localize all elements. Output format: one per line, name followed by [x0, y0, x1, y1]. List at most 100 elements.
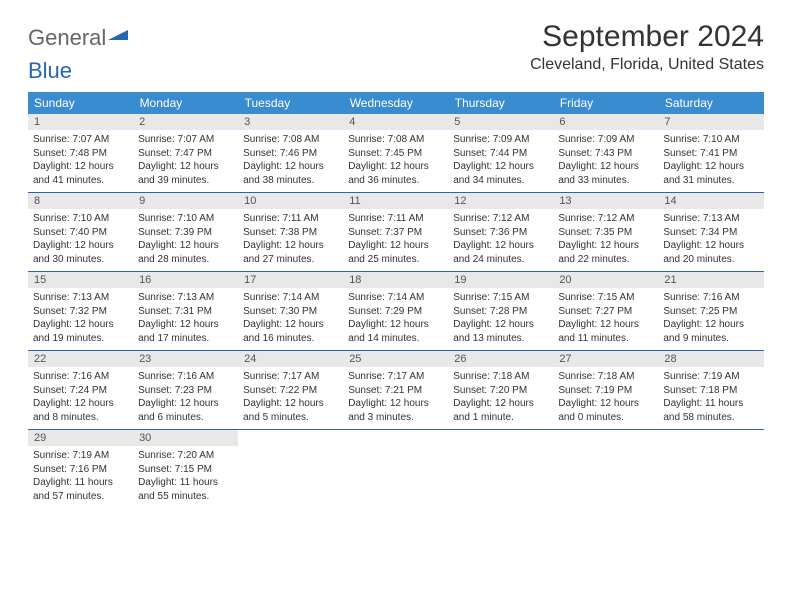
day-number: 15: [28, 272, 133, 288]
calendar-day-cell: 16Sunrise: 7:13 AMSunset: 7:31 PMDayligh…: [133, 272, 238, 351]
calendar-week-row: 22Sunrise: 7:16 AMSunset: 7:24 PMDayligh…: [28, 351, 764, 430]
day-number: 7: [658, 114, 763, 130]
daylight-text: Daylight: 12 hours and 27 minutes.: [243, 239, 338, 266]
day-content: Sunrise: 7:14 AMSunset: 7:30 PMDaylight:…: [238, 288, 343, 350]
sunrise-text: Sunrise: 7:17 AM: [348, 370, 443, 384]
calendar-header-row: Sunday Monday Tuesday Wednesday Thursday…: [28, 92, 764, 114]
daylight-text: Daylight: 12 hours and 22 minutes.: [558, 239, 653, 266]
sunset-text: Sunset: 7:19 PM: [558, 384, 653, 398]
day-header-wed: Wednesday: [343, 92, 448, 114]
calendar-day-cell: 18Sunrise: 7:14 AMSunset: 7:29 PMDayligh…: [343, 272, 448, 351]
sunset-text: Sunset: 7:31 PM: [138, 305, 233, 319]
day-header-tue: Tuesday: [238, 92, 343, 114]
sunset-text: Sunset: 7:16 PM: [33, 463, 128, 477]
sunrise-text: Sunrise: 7:15 AM: [558, 291, 653, 305]
sunrise-text: Sunrise: 7:14 AM: [243, 291, 338, 305]
day-number: 30: [133, 430, 238, 446]
day-number: 21: [658, 272, 763, 288]
sunrise-text: Sunrise: 7:16 AM: [138, 370, 233, 384]
calendar-day-cell: 17Sunrise: 7:14 AMSunset: 7:30 PMDayligh…: [238, 272, 343, 351]
day-number: 16: [133, 272, 238, 288]
sunset-text: Sunset: 7:36 PM: [453, 226, 548, 240]
day-number: 9: [133, 193, 238, 209]
calendar-table: Sunday Monday Tuesday Wednesday Thursday…: [28, 92, 764, 508]
calendar-day-cell: 22Sunrise: 7:16 AMSunset: 7:24 PMDayligh…: [28, 351, 133, 430]
day-content: Sunrise: 7:10 AMSunset: 7:40 PMDaylight:…: [28, 209, 133, 271]
day-content: Sunrise: 7:13 AMSunset: 7:32 PMDaylight:…: [28, 288, 133, 350]
daylight-text: Daylight: 12 hours and 36 minutes.: [348, 160, 443, 187]
calendar-day-cell: 24Sunrise: 7:17 AMSunset: 7:22 PMDayligh…: [238, 351, 343, 430]
sunset-text: Sunset: 7:34 PM: [663, 226, 758, 240]
sunrise-text: Sunrise: 7:16 AM: [663, 291, 758, 305]
calendar-day-cell: 27Sunrise: 7:18 AMSunset: 7:19 PMDayligh…: [553, 351, 658, 430]
daylight-text: Daylight: 12 hours and 25 minutes.: [348, 239, 443, 266]
daylight-text: Daylight: 12 hours and 28 minutes.: [138, 239, 233, 266]
daylight-text: Daylight: 11 hours and 55 minutes.: [138, 476, 233, 503]
daylight-text: Daylight: 12 hours and 33 minutes.: [558, 160, 653, 187]
sunset-text: Sunset: 7:46 PM: [243, 147, 338, 161]
sunrise-text: Sunrise: 7:13 AM: [663, 212, 758, 226]
day-content: Sunrise: 7:08 AMSunset: 7:45 PMDaylight:…: [343, 130, 448, 192]
calendar-day-cell: [658, 430, 763, 509]
daylight-text: Daylight: 12 hours and 11 minutes.: [558, 318, 653, 345]
sunrise-text: Sunrise: 7:15 AM: [453, 291, 548, 305]
sunrise-text: Sunrise: 7:07 AM: [33, 133, 128, 147]
daylight-text: Daylight: 12 hours and 30 minutes.: [33, 239, 128, 266]
day-header-mon: Monday: [133, 92, 238, 114]
sunrise-text: Sunrise: 7:10 AM: [663, 133, 758, 147]
daylight-text: Daylight: 11 hours and 58 minutes.: [663, 397, 758, 424]
calendar-day-cell: 4Sunrise: 7:08 AMSunset: 7:45 PMDaylight…: [343, 114, 448, 193]
day-number: 11: [343, 193, 448, 209]
day-number: 2: [133, 114, 238, 130]
day-header-fri: Friday: [553, 92, 658, 114]
day-content: Sunrise: 7:19 AMSunset: 7:18 PMDaylight:…: [658, 367, 763, 429]
month-title: September 2024: [530, 20, 764, 54]
sunrise-text: Sunrise: 7:19 AM: [33, 449, 128, 463]
sunset-text: Sunset: 7:21 PM: [348, 384, 443, 398]
sunset-text: Sunset: 7:41 PM: [663, 147, 758, 161]
calendar-day-cell: 29Sunrise: 7:19 AMSunset: 7:16 PMDayligh…: [28, 430, 133, 509]
sunset-text: Sunset: 7:30 PM: [243, 305, 338, 319]
sunset-text: Sunset: 7:48 PM: [33, 147, 128, 161]
sunrise-text: Sunrise: 7:12 AM: [453, 212, 548, 226]
day-content: Sunrise: 7:14 AMSunset: 7:29 PMDaylight:…: [343, 288, 448, 350]
daylight-text: Daylight: 12 hours and 8 minutes.: [33, 397, 128, 424]
sunset-text: Sunset: 7:37 PM: [348, 226, 443, 240]
day-number: 6: [553, 114, 658, 130]
day-content: Sunrise: 7:10 AMSunset: 7:39 PMDaylight:…: [133, 209, 238, 271]
day-content: Sunrise: 7:18 AMSunset: 7:19 PMDaylight:…: [553, 367, 658, 429]
day-header-thu: Thursday: [448, 92, 553, 114]
calendar-day-cell: [553, 430, 658, 509]
logo: General: [28, 20, 128, 56]
day-number: 25: [343, 351, 448, 367]
sunset-text: Sunset: 7:40 PM: [33, 226, 128, 240]
sunrise-text: Sunrise: 7:20 AM: [138, 449, 233, 463]
sunrise-text: Sunrise: 7:09 AM: [453, 133, 548, 147]
day-number: 27: [553, 351, 658, 367]
sunrise-text: Sunrise: 7:10 AM: [138, 212, 233, 226]
daylight-text: Daylight: 12 hours and 13 minutes.: [453, 318, 548, 345]
sunset-text: Sunset: 7:39 PM: [138, 226, 233, 240]
sunrise-text: Sunrise: 7:08 AM: [348, 133, 443, 147]
sunrise-text: Sunrise: 7:12 AM: [558, 212, 653, 226]
calendar-day-cell: 5Sunrise: 7:09 AMSunset: 7:44 PMDaylight…: [448, 114, 553, 193]
calendar-day-cell: 13Sunrise: 7:12 AMSunset: 7:35 PMDayligh…: [553, 193, 658, 272]
day-number: 20: [553, 272, 658, 288]
logo-text-blue: Blue: [28, 58, 72, 83]
logo-text-general: General: [28, 25, 106, 51]
sunset-text: Sunset: 7:18 PM: [663, 384, 758, 398]
calendar-day-cell: 9Sunrise: 7:10 AMSunset: 7:39 PMDaylight…: [133, 193, 238, 272]
day-content: Sunrise: 7:13 AMSunset: 7:34 PMDaylight:…: [658, 209, 763, 271]
sunrise-text: Sunrise: 7:17 AM: [243, 370, 338, 384]
calendar-day-cell: 7Sunrise: 7:10 AMSunset: 7:41 PMDaylight…: [658, 114, 763, 193]
sunrise-text: Sunrise: 7:16 AM: [33, 370, 128, 384]
sunset-text: Sunset: 7:38 PM: [243, 226, 338, 240]
calendar-day-cell: 14Sunrise: 7:13 AMSunset: 7:34 PMDayligh…: [658, 193, 763, 272]
sunset-text: Sunset: 7:27 PM: [558, 305, 653, 319]
day-content: Sunrise: 7:16 AMSunset: 7:24 PMDaylight:…: [28, 367, 133, 429]
sunrise-text: Sunrise: 7:11 AM: [348, 212, 443, 226]
daylight-text: Daylight: 12 hours and 17 minutes.: [138, 318, 233, 345]
day-content: Sunrise: 7:16 AMSunset: 7:23 PMDaylight:…: [133, 367, 238, 429]
calendar-week-row: 15Sunrise: 7:13 AMSunset: 7:32 PMDayligh…: [28, 272, 764, 351]
sunset-text: Sunset: 7:47 PM: [138, 147, 233, 161]
